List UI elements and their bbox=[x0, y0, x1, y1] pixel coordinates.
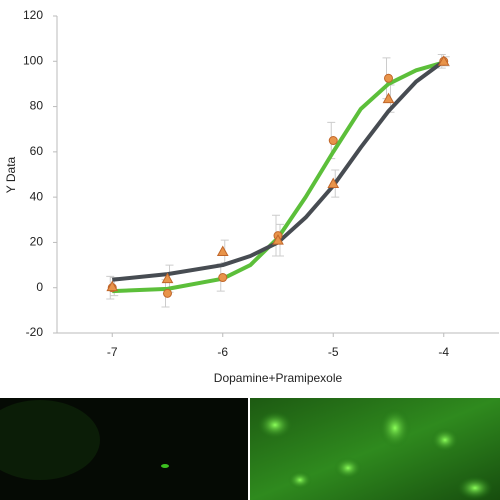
y-tick-label: 120 bbox=[23, 8, 43, 22]
triangle-marker bbox=[272, 234, 284, 245]
image-spot bbox=[161, 464, 169, 468]
triangle-marker bbox=[327, 177, 340, 189]
triangle-marker bbox=[161, 272, 174, 284]
circle-marker bbox=[384, 73, 393, 83]
circle-marker bbox=[218, 273, 228, 283]
x-axis-label: Dopamine+Pramipexole bbox=[214, 371, 343, 385]
x-tick-label: -5 bbox=[328, 345, 339, 359]
image-cell bbox=[288, 471, 312, 489]
image-cell bbox=[457, 476, 493, 500]
y-tick-label: 0 bbox=[36, 280, 43, 294]
circle-marker bbox=[328, 136, 338, 146]
x-tick-label: -4 bbox=[438, 345, 449, 359]
image-cell bbox=[334, 457, 362, 479]
fit-curve bbox=[112, 59, 445, 282]
y-tick-label: 80 bbox=[30, 99, 44, 113]
image-cell bbox=[431, 428, 459, 452]
image-cell bbox=[379, 408, 411, 448]
x-tick-label: -7 bbox=[107, 345, 118, 359]
image-glow bbox=[0, 400, 100, 480]
circle-marker bbox=[163, 288, 172, 298]
triangle-marker bbox=[106, 280, 119, 292]
image-divider bbox=[248, 398, 250, 500]
triangle-marker bbox=[216, 245, 229, 256]
fit-curve bbox=[112, 60, 445, 294]
microscopy-panels bbox=[0, 398, 500, 500]
y-tick-label: 20 bbox=[30, 235, 44, 249]
triangle-marker bbox=[437, 55, 450, 66]
y-axis-label: Y Data bbox=[4, 156, 18, 193]
y-tick-label: -20 bbox=[26, 325, 44, 339]
y-tick-label: 100 bbox=[23, 53, 43, 67]
x-tick-label: -6 bbox=[217, 345, 228, 359]
triangle-marker bbox=[382, 92, 395, 104]
y-tick-label: 40 bbox=[30, 189, 44, 203]
image-cell bbox=[257, 411, 293, 439]
y-tick-label: 60 bbox=[30, 144, 44, 158]
